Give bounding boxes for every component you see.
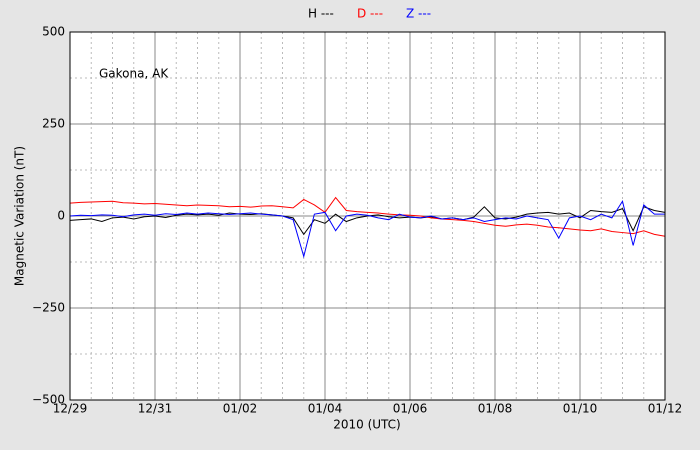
y-tick-label: 0: [57, 209, 65, 223]
x-tick-label: 12/29: [53, 402, 88, 416]
legend-entry: H ---: [308, 7, 334, 21]
lines: [69, 196, 666, 259]
y-tick-label: −250: [32, 301, 65, 315]
y-tick-label: 500: [42, 25, 65, 39]
x-axis-label: 2010 (UTC): [333, 418, 401, 432]
series-line: [69, 200, 665, 259]
x-tick-label: 01/08: [478, 402, 513, 416]
legend-entry: D ---: [357, 7, 383, 21]
x-tick-label: 01/10: [563, 402, 598, 416]
x-tick-label: 01/04: [308, 402, 343, 416]
x-tick-label: 12/31: [138, 402, 173, 416]
legend-entry: Z ---: [406, 7, 431, 21]
x-tick-label: 01/02: [223, 402, 258, 416]
y-tick-label: −500: [32, 393, 65, 407]
series-line: [69, 196, 666, 237]
series-line: [69, 206, 666, 236]
plot-frame: [69, 31, 666, 401]
y-tick-label: 250: [42, 117, 65, 131]
annotation: Gakona, AK: [99, 67, 169, 81]
y-axis-label: Magnetic Variation (nT): [13, 146, 27, 286]
x-tick-label: 01/06: [393, 402, 428, 416]
x-tick-label: 01/12: [648, 402, 683, 416]
